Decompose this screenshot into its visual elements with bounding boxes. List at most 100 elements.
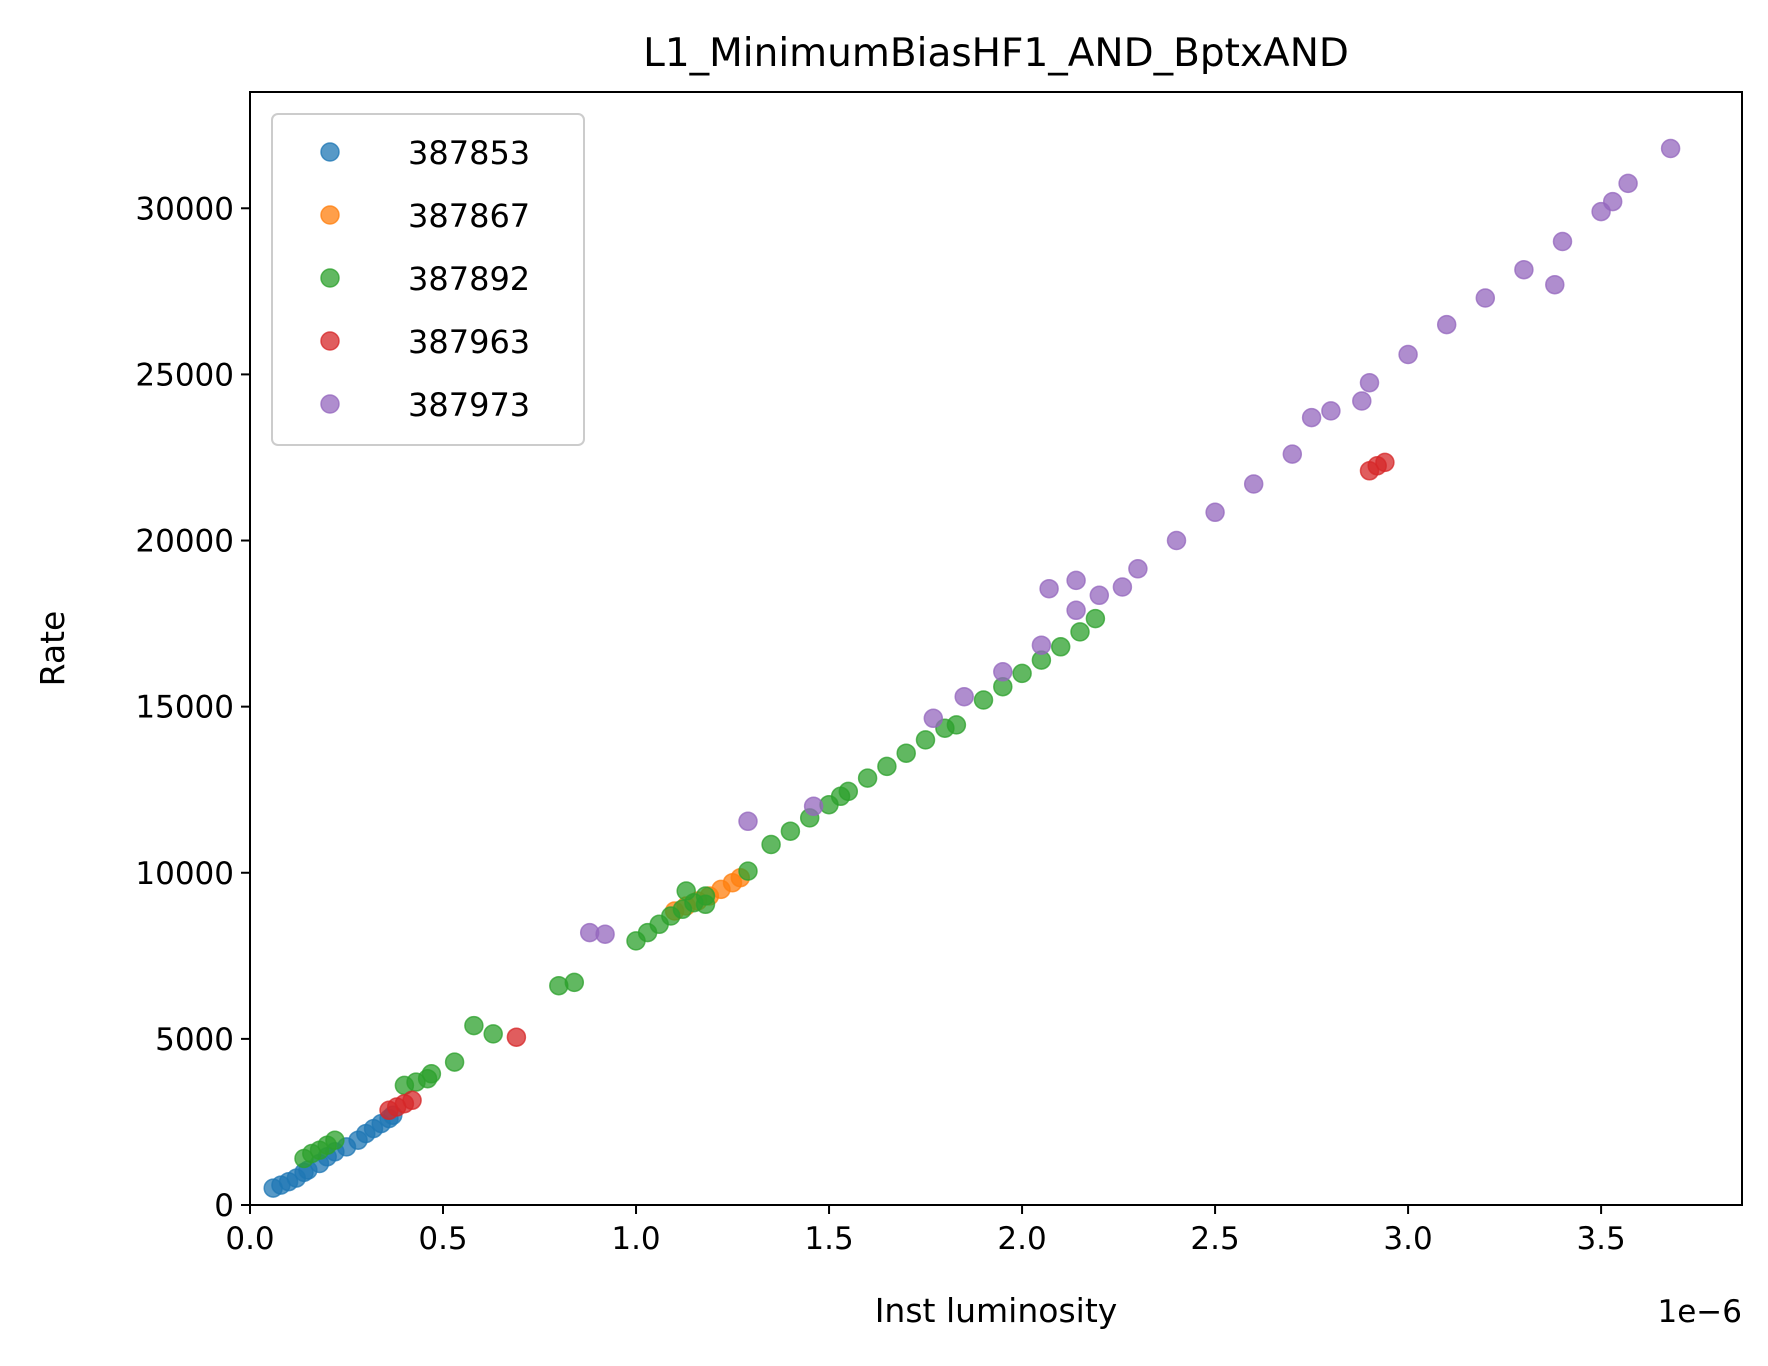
legend-marker (320, 205, 340, 225)
legend-item: 387973 (320, 386, 530, 424)
y-tick-label: 25000 (135, 357, 234, 393)
y-tick-label: 0 (214, 1188, 234, 1224)
data-point (954, 686, 974, 707)
data-point (1128, 559, 1148, 579)
legend-item: 387853 (320, 134, 530, 172)
x-axis-offset-label: 1e−6 (1658, 1294, 1743, 1330)
data-point (1618, 173, 1638, 194)
data-point (506, 1027, 527, 1047)
data-point (738, 861, 758, 881)
x-tick-label: 3.5 (1576, 1221, 1625, 1257)
data-point (761, 834, 781, 855)
data-point (993, 662, 1013, 682)
y-tick-label: 30000 (135, 191, 234, 227)
data-point (421, 1064, 442, 1084)
data-point (857, 768, 878, 788)
data-point (780, 821, 801, 841)
data-point (1359, 372, 1380, 393)
data-point (946, 715, 967, 735)
data-point (1243, 474, 1264, 494)
data-point (1660, 138, 1681, 159)
legend-marker (320, 268, 340, 288)
legend-item: 387867 (320, 197, 530, 235)
markers-layer (263, 138, 1681, 1198)
legend-label: 387867 (408, 197, 530, 235)
data-point (877, 756, 897, 777)
data-point (923, 708, 944, 729)
x-tick-label: 1.0 (611, 1221, 660, 1257)
data-point (464, 1015, 484, 1036)
data-point (444, 1052, 465, 1072)
data-point (1352, 391, 1372, 411)
data-point (1282, 444, 1303, 464)
series-387973 (579, 138, 1681, 944)
legend-marker (320, 394, 340, 414)
data-point (595, 924, 615, 944)
data-point (1089, 585, 1110, 606)
legend-label: 387892 (408, 260, 530, 298)
chart-title: L1_MinimumBiasHF1_AND_BptxAND (643, 31, 1349, 76)
data-point (1085, 608, 1106, 629)
y-tick-label: 20000 (135, 524, 234, 560)
x-tick-label: 1.5 (804, 1221, 853, 1257)
data-point (1301, 407, 1322, 428)
x-tick-label: 2.0 (997, 1221, 1046, 1257)
data-point (1205, 502, 1225, 523)
data-point (896, 743, 916, 763)
legend-item: 387963 (320, 323, 530, 361)
data-point (1066, 600, 1086, 621)
data-point (676, 881, 696, 901)
data-point (1031, 635, 1052, 655)
data-point (325, 1130, 345, 1150)
y-axis-label: Rate (33, 611, 72, 687)
legend-marker (320, 142, 340, 162)
series-387963 (379, 452, 1395, 1121)
data-point (1475, 288, 1496, 308)
data-point (1398, 344, 1418, 365)
data-point (973, 690, 994, 710)
data-point (564, 972, 585, 993)
x-tick-label: 2.5 (1190, 1221, 1239, 1257)
x-tick-label: 0.5 (418, 1221, 467, 1257)
data-point (1602, 191, 1623, 212)
x-tick-label: 3.0 (1383, 1221, 1432, 1257)
legend-marker (320, 331, 340, 351)
data-point (738, 811, 758, 832)
y-tick-label: 15000 (135, 690, 234, 726)
data-point (1321, 401, 1341, 421)
legend: 387853 387867 387892 387963 387973 (271, 113, 585, 446)
plot-frame (249, 91, 1743, 1206)
data-point (1552, 231, 1573, 252)
data-point (1436, 314, 1457, 335)
legend-label: 387973 (408, 386, 530, 424)
legend-label: 387963 (408, 323, 530, 361)
x-axis-label: Inst luminosity (875, 1291, 1118, 1330)
x-axis-ticks: 0.0 0.5 1.0 1.5 2.0 2.5 3.0 3.5 (225, 1205, 1626, 1257)
data-point (1070, 622, 1090, 642)
data-point (1039, 578, 1059, 599)
data-point (1545, 274, 1565, 295)
series-387892 (294, 608, 1106, 1169)
y-axis-ticks: 0 5000 10000 15000 20000 25000 30000 (135, 191, 250, 1224)
data-point (1514, 259, 1534, 280)
data-point (402, 1090, 422, 1111)
data-point (1066, 570, 1086, 591)
data-point (483, 1024, 503, 1044)
y-tick-label: 10000 (135, 856, 234, 892)
legend-label: 387853 (408, 134, 530, 172)
data-point (1012, 663, 1032, 684)
data-point (1166, 530, 1187, 551)
x-tick-label: 0.0 (225, 1221, 274, 1257)
y-tick-label: 5000 (155, 1022, 234, 1058)
legend-box (271, 113, 585, 446)
data-point (838, 781, 859, 802)
data-point (1112, 577, 1133, 597)
data-point (1050, 637, 1071, 657)
data-point (803, 796, 824, 817)
data-point (695, 894, 716, 915)
data-point (915, 730, 936, 750)
data-point (1375, 452, 1395, 473)
